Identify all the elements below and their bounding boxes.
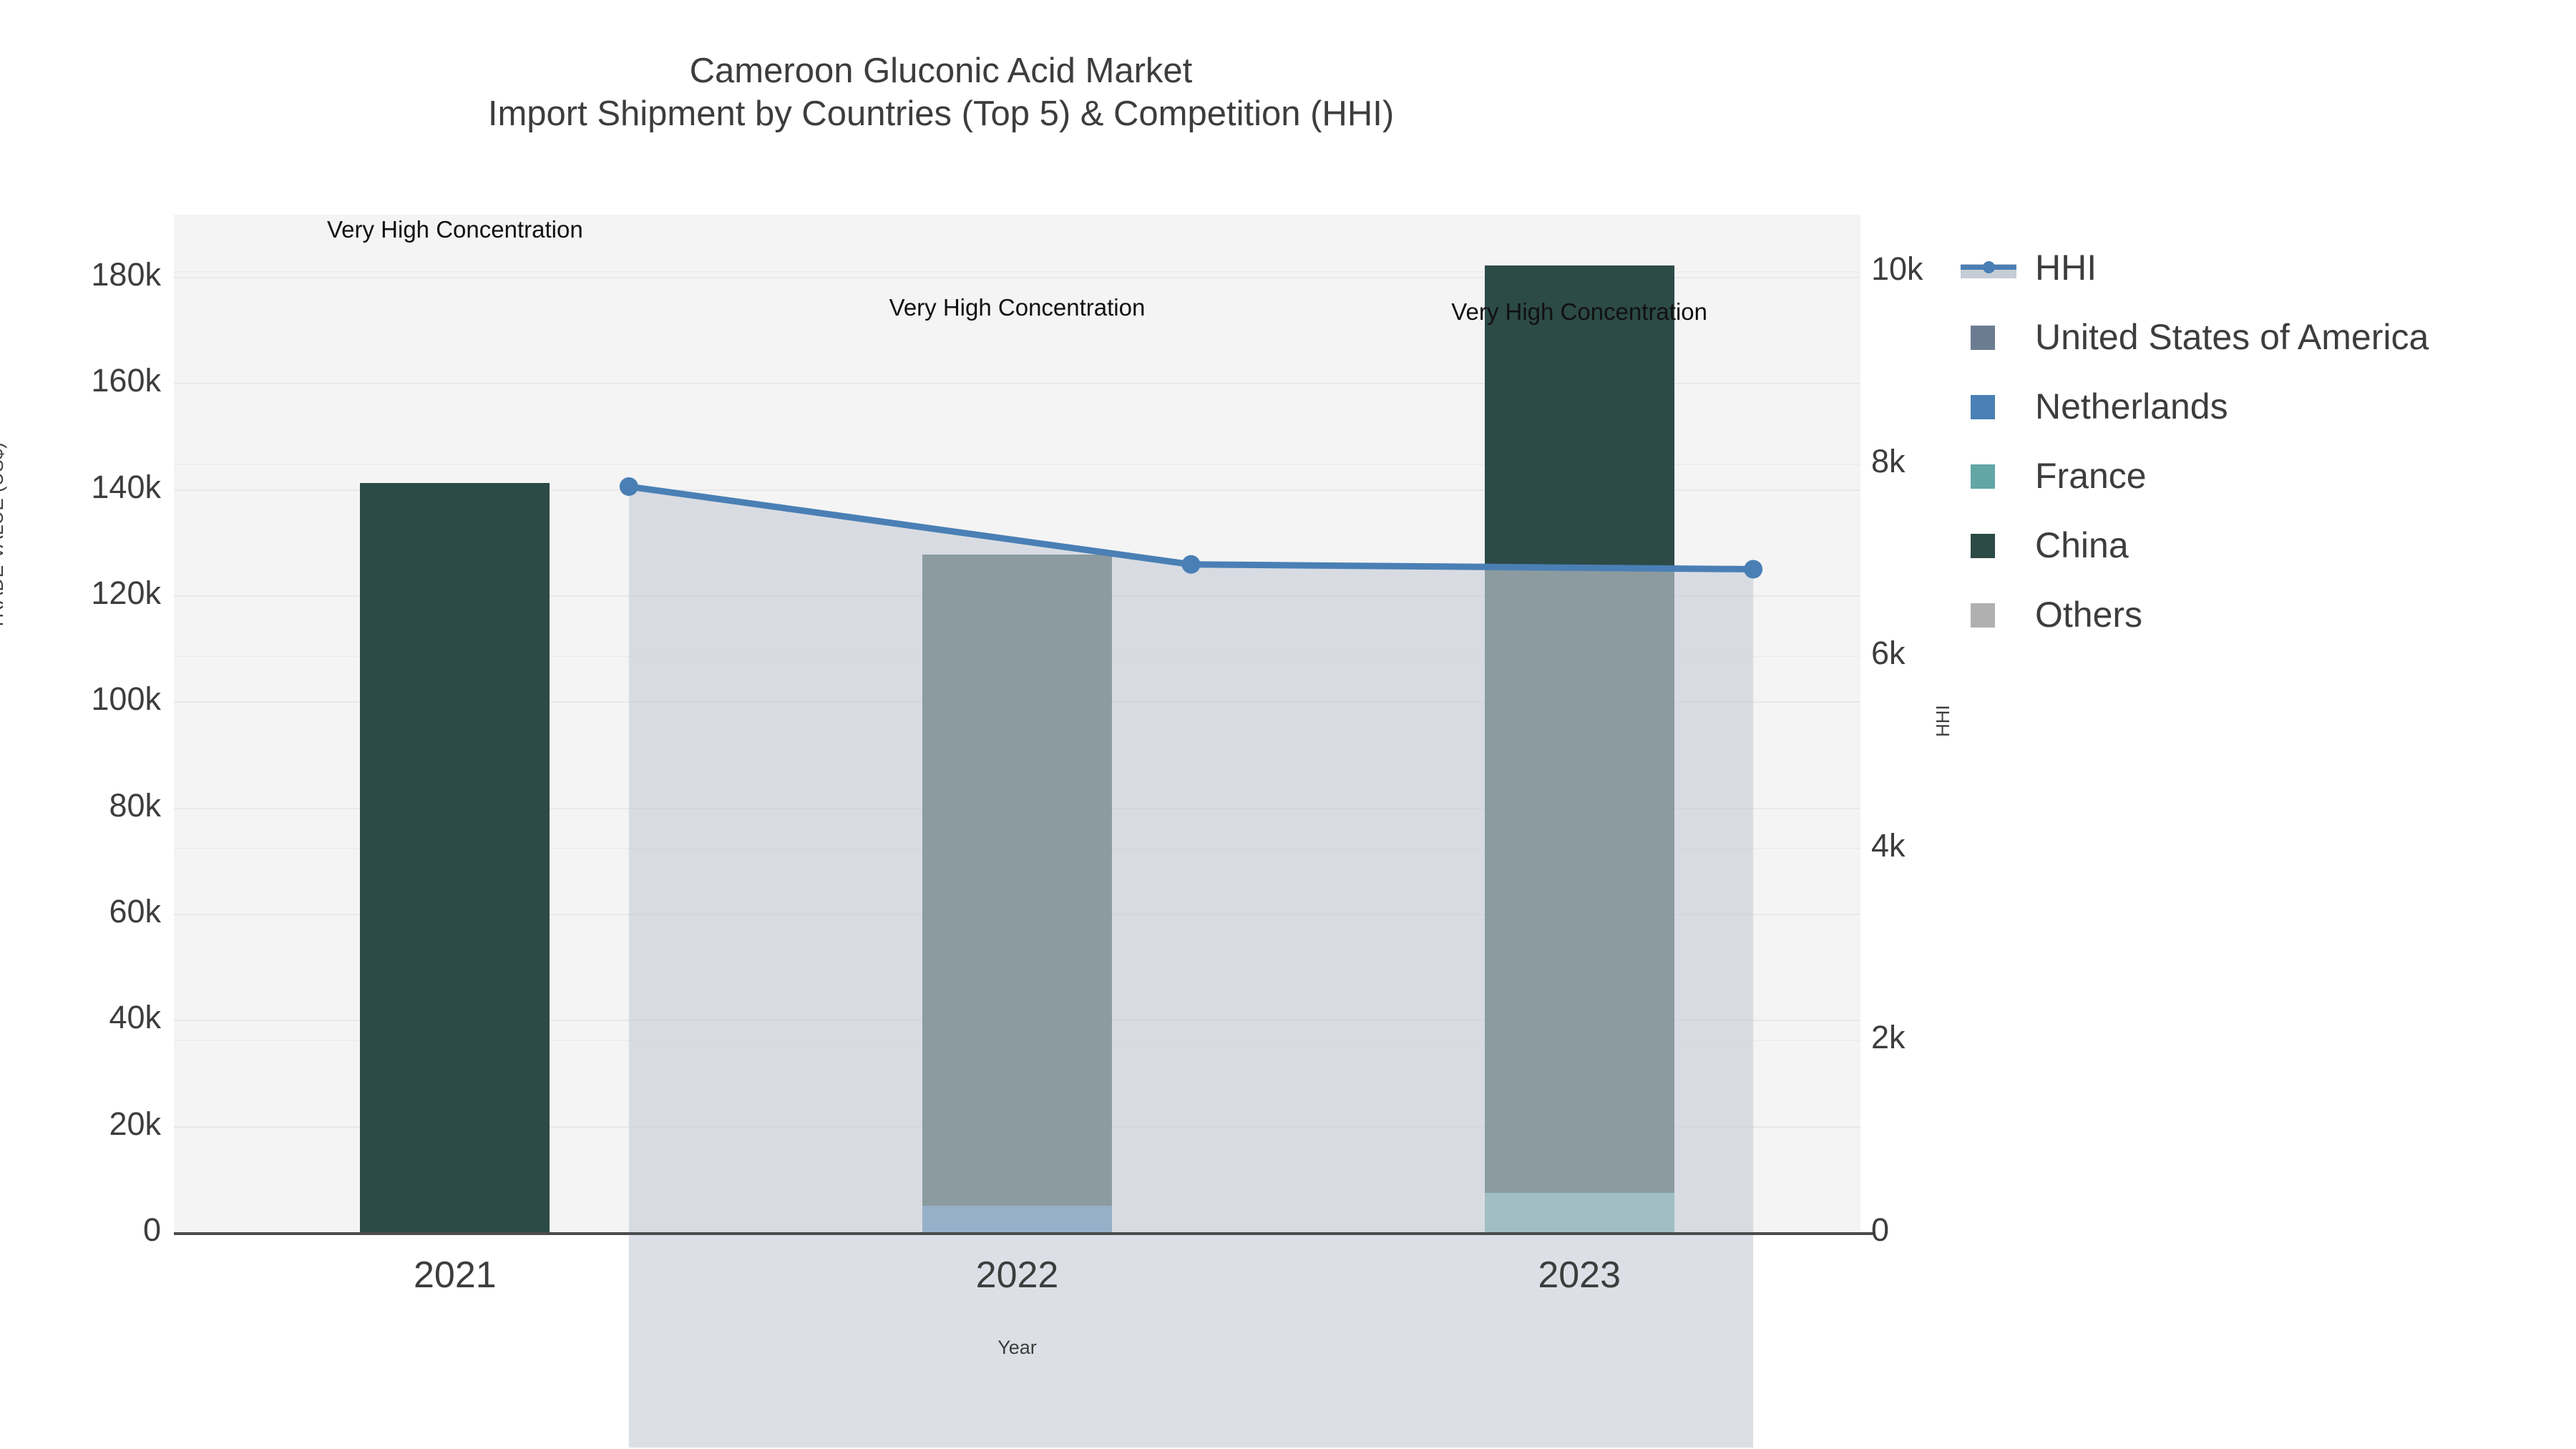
legend-item[interactable]: United States of America (1961, 302, 2555, 371)
y-tick-left: 140k (91, 468, 161, 505)
hhi-data-point[interactable] (619, 477, 638, 496)
y-tick-right: 0 (1871, 1211, 1890, 1248)
y-tick-right: 8k (1871, 442, 1906, 479)
legend-swatch-icon (1961, 598, 2016, 631)
legend-item-label: Others (2035, 594, 2143, 635)
y-tick-left: 60k (109, 893, 161, 930)
legend-swatch-icon (1961, 529, 2016, 562)
legend-color-swatch (1971, 533, 1995, 558)
legend-item[interactable]: HHI (1961, 233, 2555, 302)
concentration-annotation: Very High Concentration (889, 293, 1146, 321)
gridline-major (174, 277, 1860, 278)
legend-line-icon (1961, 251, 2016, 284)
plot-area (174, 215, 1860, 1448)
y-tick-left: 100k (91, 680, 161, 718)
legend-item[interactable]: China (1961, 510, 2555, 580)
hhi-data-point[interactable] (1744, 560, 1763, 579)
y-tick-left: 80k (109, 786, 161, 824)
y-axis-right-label: HHI (1932, 705, 1953, 737)
x-tick-label: 2021 (413, 1254, 497, 1296)
y-axis-left-label: TRADE VALUE (US$) (0, 441, 7, 630)
legend-line-marker (1983, 260, 1995, 273)
x-tick-label: 2023 (1538, 1254, 1621, 1296)
legend-item-label: HHI (2035, 247, 2097, 288)
y-tick-left: 160k (91, 362, 161, 399)
chart-title-sub: Import Shipment by Countries (Top 5) & C… (487, 94, 1395, 133)
x-axis-line (174, 1232, 1875, 1235)
gridline-major (174, 383, 1860, 385)
legend: HHI United States of America Netherlands Fr… (1961, 233, 2555, 649)
x-axis-label: Year (997, 1337, 1037, 1358)
y-tick-right: 6k (1871, 635, 1906, 672)
x-tick-label: 2022 (975, 1254, 1059, 1296)
y-tick-left: 0 (142, 1211, 161, 1248)
hhi-area-fill (628, 487, 1754, 1448)
gridline-minor (174, 463, 1860, 465)
page-title: Cameroon Gluconic Acid Market Import Shi… (0, 50, 1882, 136)
legend-item[interactable]: France (1961, 441, 2555, 510)
legend-color-swatch (1971, 325, 1995, 350)
concentration-annotation: Very High Concentration (1451, 298, 1707, 326)
legend-color-swatch (1971, 464, 1995, 489)
y-tick-left: 20k (109, 1105, 161, 1142)
legend-color-swatch (1971, 602, 1995, 628)
chart-title-main: Cameroon Gluconic Acid Market (689, 52, 1193, 90)
legend-swatch-icon (1961, 459, 2016, 492)
y-tick-right: 10k (1871, 250, 1923, 287)
legend-swatch-icon (1961, 390, 2016, 423)
legend-color-swatch (1971, 394, 1995, 419)
gridline-major (174, 489, 1860, 491)
y-tick-left: 120k (91, 575, 161, 611)
legend-item-label: France (2035, 455, 2147, 496)
concentration-annotation: Very High Concentration (326, 216, 583, 243)
hhi-data-point[interactable] (1181, 555, 1201, 574)
legend-item[interactable]: Others (1961, 580, 2555, 649)
legend-item[interactable]: Netherlands (1961, 371, 2555, 441)
y-tick-left: 40k (109, 999, 161, 1036)
bar-segment[interactable] (360, 483, 550, 1233)
legend-item-label: China (2035, 525, 2129, 565)
legend-item-label: United States of America (2035, 316, 2429, 357)
y-tick-right: 2k (1871, 1019, 1906, 1056)
gridline-minor (174, 271, 1860, 273)
hhi-line-overlay (619, 477, 1763, 1448)
legend-item-label: Netherlands (2035, 386, 2228, 426)
y-tick-left: 180k (91, 256, 161, 293)
y-tick-right: 4k (1871, 826, 1906, 864)
legend-swatch-icon (1961, 321, 2016, 353)
